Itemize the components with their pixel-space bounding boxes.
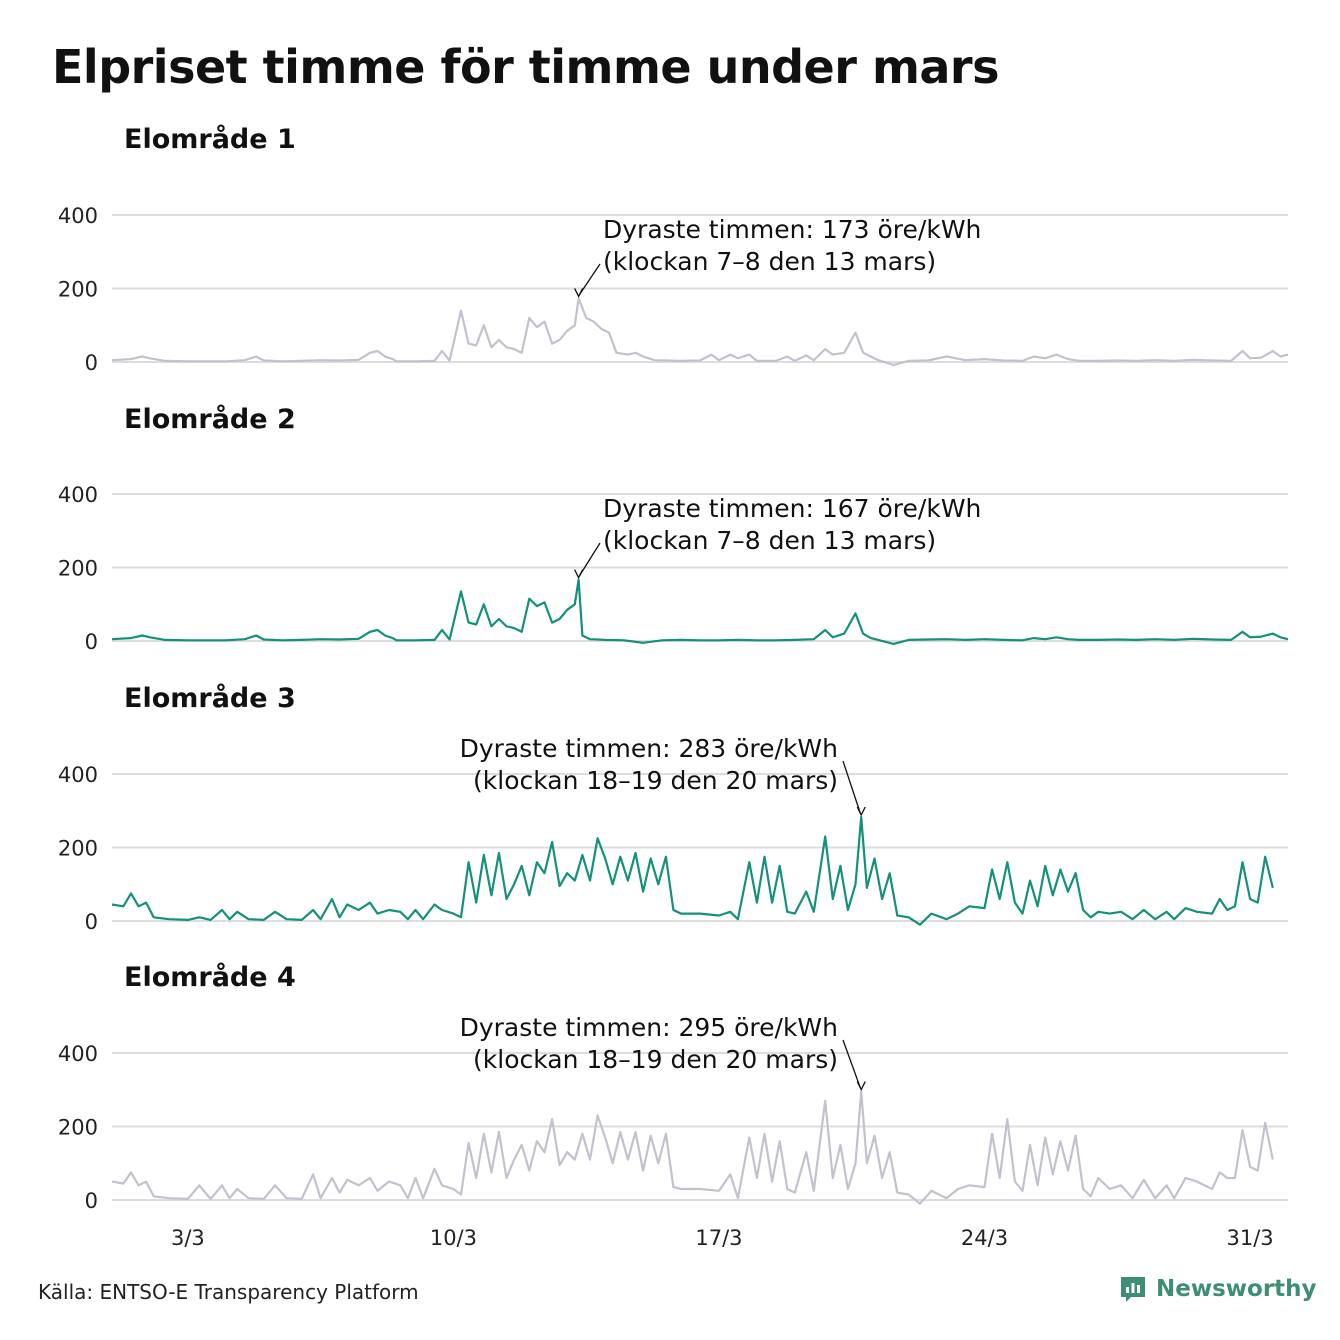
annotation-text: (klockan 7–8 den 13 mars) [603,247,936,276]
y-tick-label: 200 [58,1116,98,1140]
panel-title: Elområde 2 [124,403,296,435]
y-tick-label: 400 [58,483,98,507]
annotation-pointer [842,760,861,814]
y-tick-label: 0 [85,910,98,934]
series-line [111,578,1289,645]
x-tick-label: 24/3 [961,1226,1008,1250]
annotation-text: (klockan 7–8 den 13 mars) [603,526,936,555]
y-tick-label: 200 [58,837,98,861]
annotation-arrowhead [856,1081,866,1092]
annotation-arrowhead [856,806,866,817]
annotation-pointer [579,263,601,295]
annotation-arrowhead [574,288,584,298]
series-line [111,297,1289,366]
brand-name: Newsworthy [1156,1276,1317,1302]
y-tick-label: 200 [58,557,98,581]
y-tick-label: 200 [58,278,98,302]
series-line [111,815,1274,926]
y-tick-label: 400 [58,763,98,787]
brand-logo[interactable]: Newsworthy [1118,1274,1317,1304]
x-tick-label: 17/3 [695,1226,742,1250]
newsworthy-logo-icon [1121,1277,1145,1302]
y-tick-label: 0 [85,1189,98,1213]
y-tick-label: 0 [85,630,98,654]
annotation-text: Dyraste timmen: 295 öre/kWh [460,1013,838,1042]
annotation-text: (klockan 18–19 den 20 mars) [473,1045,838,1074]
panel-title: Elområde 4 [124,961,296,993]
x-tick-label: 31/3 [1226,1226,1273,1250]
annotation-pointer [842,1039,861,1088]
panel-title: Elområde 1 [124,123,296,155]
panel-title: Elområde 3 [124,682,296,714]
annotation-text: Dyraste timmen: 283 öre/kWh [460,734,838,763]
series-line [111,1090,1274,1205]
annotation-arrowhead [574,569,584,580]
y-tick-label: 400 [58,204,98,228]
x-tick-label: 3/3 [171,1226,205,1250]
annotation-text: (klockan 18–19 den 20 mars) [473,766,838,795]
x-tick-label: 10/3 [430,1226,477,1250]
page-title: Elpriset timme för timme under mars [52,40,1000,94]
annotation-text: Dyraste timmen: 167 öre/kWh [603,494,981,523]
source-note: Källa: ENTSO-E Transparency Platform [38,1280,419,1304]
y-tick-label: 400 [58,1042,98,1066]
y-tick-label: 0 [85,351,98,375]
annotation-text: Dyraste timmen: 173 öre/kWh [603,215,981,244]
